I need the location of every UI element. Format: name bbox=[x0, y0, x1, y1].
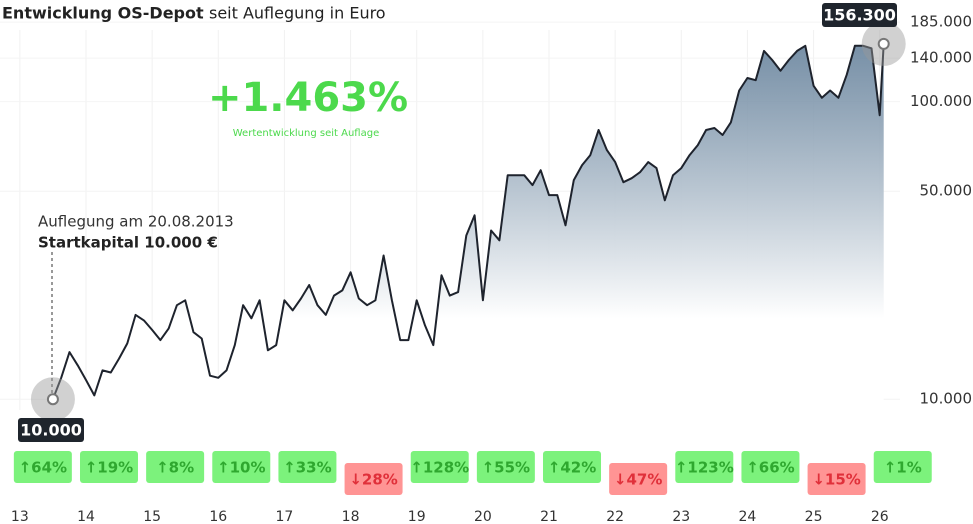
x-tick-label: 18 bbox=[342, 509, 360, 524]
end-point-dot bbox=[877, 37, 890, 50]
y-tick-label: 185.000 bbox=[910, 13, 972, 31]
chart-subtitle: seit Auflegung in Euro bbox=[209, 4, 386, 23]
y-tick-label: 100.000 bbox=[910, 92, 972, 110]
return-label: ↑64% bbox=[19, 459, 67, 477]
return-badge bbox=[675, 451, 734, 483]
chart-title: Entwicklung OS-Depot bbox=[2, 4, 204, 23]
return-badge bbox=[609, 463, 668, 495]
x-tick-label: 16 bbox=[209, 509, 227, 524]
return-label: ↑66% bbox=[746, 459, 794, 477]
return-label: ↓15% bbox=[812, 471, 860, 489]
annotation: Auflegung am 20.08.2013 bbox=[38, 213, 234, 231]
return-badge bbox=[212, 451, 271, 483]
return-label: ↑19% bbox=[85, 459, 133, 477]
return-badge bbox=[278, 451, 337, 483]
return-badge bbox=[13, 451, 72, 483]
x-tick-label: 13 bbox=[11, 509, 29, 524]
return-label: ↑128% bbox=[410, 459, 469, 477]
return-badge bbox=[741, 451, 800, 483]
return-badge bbox=[410, 451, 469, 483]
x-tick-label: 20 bbox=[474, 509, 492, 524]
end-point-box bbox=[822, 3, 897, 27]
return-badge bbox=[146, 451, 205, 483]
start-point-box bbox=[18, 418, 84, 442]
x-tick-label: 23 bbox=[672, 509, 690, 524]
return-label: ↑8% bbox=[156, 459, 194, 477]
return-badge bbox=[543, 451, 602, 483]
annotation: Startkapital 10.000 € bbox=[38, 234, 218, 252]
return-badge bbox=[873, 451, 932, 483]
headline: +1.463% bbox=[208, 75, 408, 121]
line bbox=[51, 43, 885, 400]
y-tick-label: 140.000 bbox=[910, 49, 972, 67]
return-label: ↓28% bbox=[349, 471, 397, 489]
return-badge bbox=[344, 463, 403, 495]
start-point-dot bbox=[46, 393, 59, 406]
x-tick-label: 21 bbox=[540, 509, 558, 524]
x-tick-label: 26 bbox=[871, 509, 889, 524]
y-tick-label: 10.000 bbox=[920, 390, 973, 408]
x-tick-label: 22 bbox=[606, 509, 624, 524]
return-label: ↑1% bbox=[884, 459, 922, 477]
y-tick-label: 50.000 bbox=[920, 182, 973, 200]
headline-caption: Wertentwicklung seit Auflage bbox=[233, 128, 379, 139]
x-tick-label: 24 bbox=[739, 509, 757, 524]
x-tick-label: 25 bbox=[805, 509, 823, 524]
x-tick-label: 19 bbox=[408, 509, 426, 524]
area bbox=[52, 43, 884, 411]
start-point-label: 10.000 bbox=[20, 421, 82, 440]
return-label: ↑33% bbox=[283, 459, 331, 477]
return-badge bbox=[476, 451, 535, 483]
x-tick-label: 15 bbox=[143, 509, 161, 524]
return-label: ↑123% bbox=[675, 459, 734, 477]
return-badge bbox=[79, 451, 138, 483]
x-tick-label: 14 bbox=[77, 509, 95, 524]
x-tick-label: 17 bbox=[276, 509, 294, 524]
return-label: ↑42% bbox=[548, 459, 596, 477]
return-label: ↑10% bbox=[217, 459, 265, 477]
end-point-label: 156.300 bbox=[823, 6, 896, 25]
return-label: ↓47% bbox=[614, 471, 662, 489]
return-label: ↑55% bbox=[482, 459, 530, 477]
return-badge bbox=[807, 463, 866, 495]
